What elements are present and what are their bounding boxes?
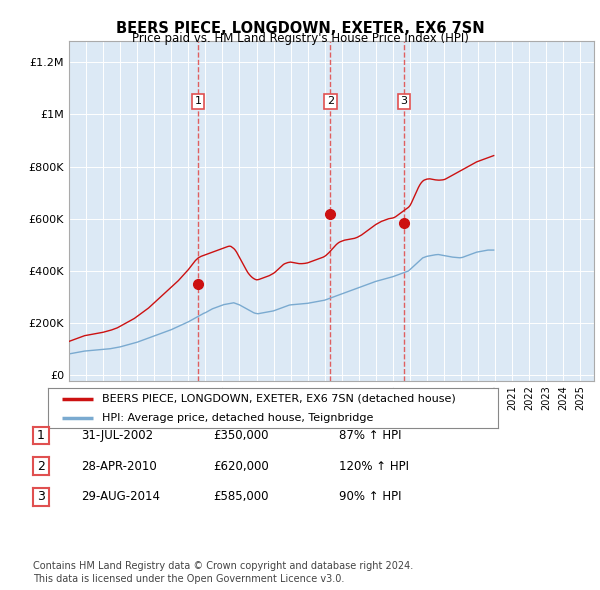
Text: £620,000: £620,000 — [213, 460, 269, 473]
Text: 1: 1 — [37, 429, 45, 442]
Text: BEERS PIECE, LONGDOWN, EXETER, EX6 7SN (detached house): BEERS PIECE, LONGDOWN, EXETER, EX6 7SN (… — [102, 394, 456, 404]
Text: 87% ↑ HPI: 87% ↑ HPI — [339, 429, 401, 442]
Text: £585,000: £585,000 — [213, 490, 269, 503]
Text: 90% ↑ HPI: 90% ↑ HPI — [339, 490, 401, 503]
Text: Price paid vs. HM Land Registry's House Price Index (HPI): Price paid vs. HM Land Registry's House … — [131, 32, 469, 45]
Text: 28-APR-2010: 28-APR-2010 — [81, 460, 157, 473]
Text: 2: 2 — [327, 96, 334, 106]
Text: 29-AUG-2014: 29-AUG-2014 — [81, 490, 160, 503]
Text: 120% ↑ HPI: 120% ↑ HPI — [339, 460, 409, 473]
Text: BEERS PIECE, LONGDOWN, EXETER, EX6 7SN: BEERS PIECE, LONGDOWN, EXETER, EX6 7SN — [116, 21, 484, 35]
Text: £350,000: £350,000 — [213, 429, 269, 442]
Text: HPI: Average price, detached house, Teignbridge: HPI: Average price, detached house, Teig… — [102, 413, 373, 422]
Text: 31-JUL-2002: 31-JUL-2002 — [81, 429, 153, 442]
Text: 3: 3 — [37, 490, 45, 503]
Text: 2: 2 — [37, 460, 45, 473]
Text: This data is licensed under the Open Government Licence v3.0.: This data is licensed under the Open Gov… — [33, 574, 344, 584]
Text: 1: 1 — [195, 96, 202, 106]
Text: 3: 3 — [401, 96, 407, 106]
Text: Contains HM Land Registry data © Crown copyright and database right 2024.: Contains HM Land Registry data © Crown c… — [33, 561, 413, 571]
